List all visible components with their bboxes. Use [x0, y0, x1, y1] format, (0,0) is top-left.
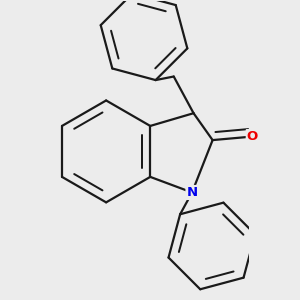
Text: O: O — [247, 130, 258, 143]
Text: N: N — [187, 186, 198, 199]
